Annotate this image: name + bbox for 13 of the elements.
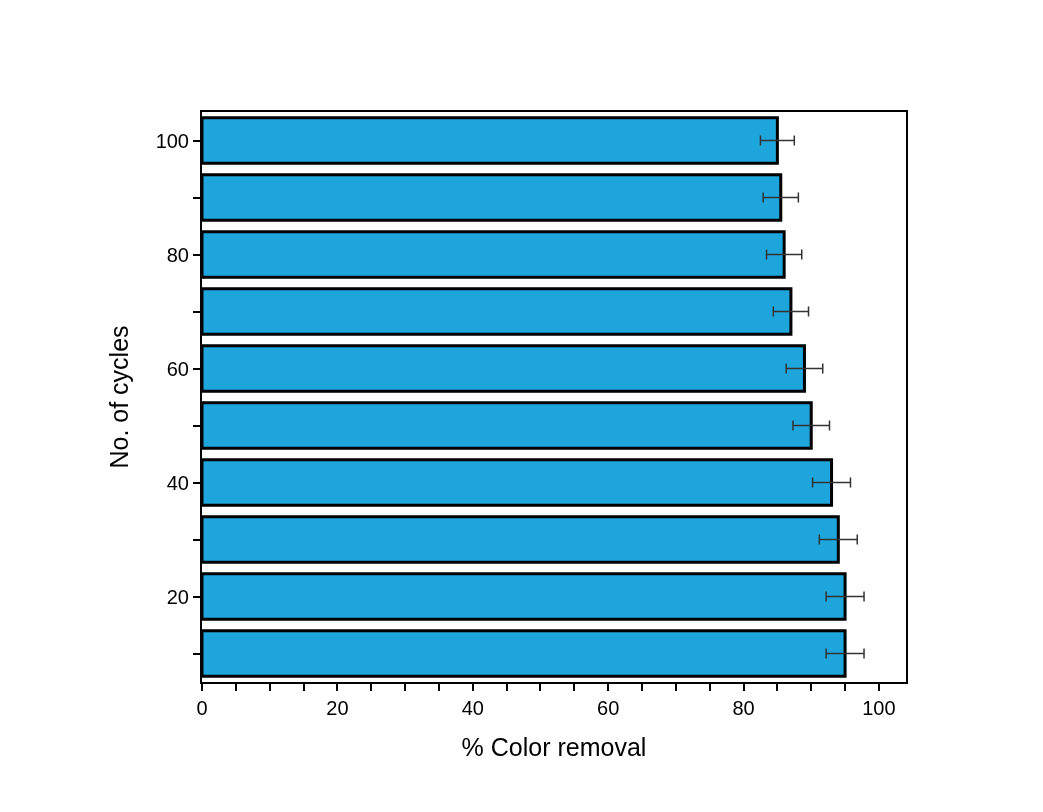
y-tick-label: 20 xyxy=(166,585,189,608)
y-tick-label: 80 xyxy=(166,243,189,266)
x-tick-label: 60 xyxy=(597,697,620,719)
x-axis-title: % Color removal xyxy=(461,732,647,761)
x-tick-label: 20 xyxy=(326,697,349,719)
x-tick-label: 0 xyxy=(196,697,208,719)
x-tick-label: 40 xyxy=(461,697,484,719)
y-axis-title: No. of cycles xyxy=(104,325,133,469)
y-tick-label: 40 xyxy=(166,471,189,494)
x-tick-label: 80 xyxy=(732,697,755,719)
y-tick-label: 100 xyxy=(155,129,189,152)
x-tick-label: 100 xyxy=(862,697,896,719)
y-tick-label: 60 xyxy=(166,357,189,380)
